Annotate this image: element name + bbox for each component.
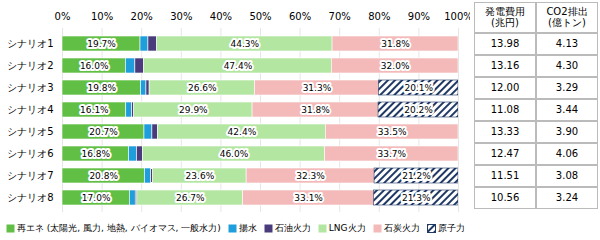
html-text:3.90: 3.90	[555, 126, 579, 137]
svg-text:16.1%: 16.1%	[80, 105, 109, 115]
svg-text:42.4%: 42.4%	[228, 127, 257, 137]
html-text:3.29: 3.29	[555, 82, 579, 93]
svg-text:32.0%: 32.0%	[381, 61, 410, 71]
svg-text:46.0%: 46.0%	[220, 149, 249, 159]
svg-text:20.2%: 20.2%	[404, 105, 433, 115]
html-text:4.06: 4.06	[555, 148, 579, 159]
html-text:3.24: 3.24	[555, 192, 579, 203]
svg-text:32.3%: 32.3%	[296, 171, 325, 181]
svg-text:26.6%: 26.6%	[188, 83, 217, 93]
html-text:10.56: 10.56	[490, 192, 520, 203]
svg-text:44.3%: 44.3%	[231, 39, 260, 49]
html-text:原子力: 原子力	[437, 223, 465, 233]
html-text:11.51: 11.51	[490, 170, 520, 181]
svg-text:50%: 50%	[249, 11, 271, 22]
html-text:12.00: 12.00	[490, 82, 520, 93]
svg-text:31.3%: 31.3%	[303, 83, 332, 93]
svg-text:16.0%: 16.0%	[80, 61, 109, 71]
svg-text:31.8%: 31.8%	[301, 105, 330, 115]
html-text:4.13: 4.13	[555, 38, 579, 49]
svg-text:21.2%: 21.2%	[402, 171, 431, 181]
svg-text:0%: 0%	[55, 11, 71, 22]
html-text:揚水: 揚水	[238, 223, 257, 233]
svg-text:40%: 40%	[210, 11, 232, 22]
svg-text:20%: 20%	[131, 11, 153, 22]
svg-text:60%: 60%	[289, 11, 311, 22]
html-text:13.33: 13.33	[490, 126, 520, 137]
svg-text:シナリオ4: シナリオ4	[7, 104, 53, 115]
html-text:3.08: 3.08	[555, 170, 579, 181]
html-text:石油火力: 石油火力	[274, 223, 311, 233]
svg-text:90%: 90%	[408, 11, 430, 22]
html-text:13.98: 13.98	[490, 38, 520, 49]
svg-text:33.1%: 33.1%	[294, 193, 323, 203]
html-text:4.30: 4.30	[555, 60, 579, 71]
html-text:3.44: 3.44	[555, 104, 579, 115]
svg-text:16.8%: 16.8%	[81, 149, 110, 159]
svg-text:100%: 100%	[444, 11, 470, 22]
svg-text:シナリオ5: シナリオ5	[7, 126, 53, 137]
svg-text:20.1%: 20.1%	[404, 83, 433, 93]
svg-text:21.3%: 21.3%	[402, 193, 431, 203]
svg-text:26.7%: 26.7%	[176, 193, 205, 203]
svg-text:23.6%: 23.6%	[186, 171, 215, 181]
svg-text:70%: 70%	[329, 11, 351, 22]
svg-text:20.7%: 20.7%	[89, 127, 118, 137]
svg-text:17.0%: 17.0%	[82, 193, 111, 203]
svg-text:10%: 10%	[91, 11, 113, 22]
svg-text:シナリオ6: シナリオ6	[7, 148, 53, 159]
svg-text:30%: 30%	[170, 11, 192, 22]
svg-text:19.8%: 19.8%	[87, 83, 116, 93]
html-text:13.16: 13.16	[490, 60, 520, 71]
svg-text:シナリオ1: シナリオ1	[7, 38, 53, 49]
html-text:11.08: 11.08	[490, 104, 520, 115]
html-text:発電費用 (兆円): 発電費用 (兆円)	[485, 6, 525, 29]
svg-text:31.8%: 31.8%	[381, 39, 410, 49]
html-text:石炭火力: 石炭火力	[383, 223, 420, 233]
html-text:CO2排出 (億トン): CO2排出 (億トン)	[546, 6, 588, 29]
svg-text:33.7%: 33.7%	[377, 149, 406, 159]
svg-text:20.8%: 20.8%	[89, 171, 118, 181]
svg-text:19.7%: 19.7%	[87, 39, 116, 49]
svg-text:シナリオ8: シナリオ8	[7, 192, 53, 203]
svg-text:33.5%: 33.5%	[378, 127, 407, 137]
html-text:再エネ (太陽光, 風力, 地熱, バイオマス, 一般水力): 再エネ (太陽光, 風力, 地熱, バイオマス, 一般水力)	[17, 223, 221, 233]
svg-text:80%: 80%	[368, 11, 390, 22]
html-text:LNG火力: LNG火力	[328, 223, 366, 233]
html-text:12.47: 12.47	[490, 148, 520, 159]
svg-text:29.9%: 29.9%	[179, 105, 208, 115]
svg-text:47.4%: 47.4%	[224, 61, 253, 71]
svg-text:シナリオ7: シナリオ7	[7, 170, 53, 181]
svg-text:シナリオ2: シナリオ2	[7, 60, 53, 71]
svg-text:シナリオ3: シナリオ3	[7, 82, 53, 93]
